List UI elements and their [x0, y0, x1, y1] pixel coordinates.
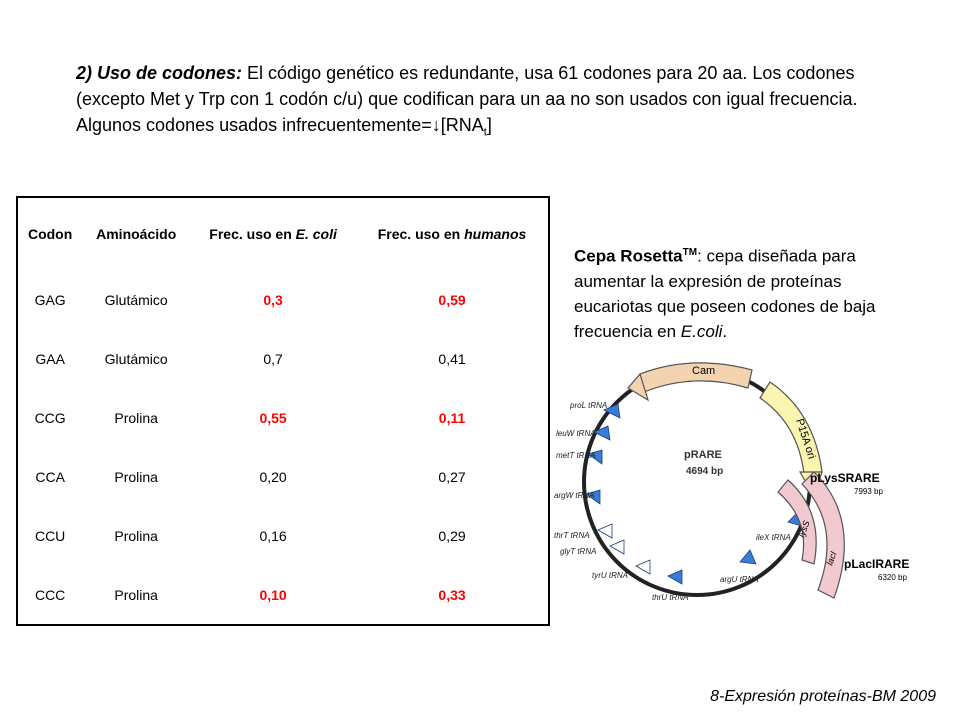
trna-label-thru: thrU tRNA [652, 593, 688, 602]
plasmid-name: pRARE [684, 449, 722, 461]
prare-plasmid-map: Cam P15A ori pRARE 4694 bp proL tRNA leu… [554, 362, 909, 602]
cell-codon: CCG [34, 409, 66, 426]
trna-arrow-argw [585, 489, 601, 505]
trna-label-argu: argU tRNA [720, 575, 759, 584]
header-freq-ecoli: Frec. uso en E. coli [190, 197, 356, 270]
header-aminoacid: Aminoácido [96, 225, 177, 242]
header-codon: Codon [27, 225, 73, 242]
plasmid-size: 4694 bp [686, 466, 723, 477]
header-ecoli-italic: E. coli [295, 225, 337, 242]
cell-freq-ecoli: 0,3 [263, 291, 283, 308]
p15a-ori-arrow [759, 381, 823, 475]
trna-arrow-glyt [609, 539, 625, 555]
trna-label-glyt: glyT tRNA [560, 547, 596, 556]
table-row: CCA Prolina 0,20 0,27 [17, 447, 549, 506]
cell-freq-human: 0,29 [438, 527, 466, 544]
cell-freq-ecoli: 0,20 [259, 468, 287, 485]
slide-heading: 2) Uso de codones: El código genético es… [76, 60, 876, 146]
lyss-gene-arrow [777, 479, 817, 565]
cell-freq-human: 0,59 [438, 291, 466, 308]
cell-freq-ecoli: 0,16 [259, 527, 287, 544]
slide-footer: 8-Expresión proteínas-BM 2009 [710, 688, 936, 705]
cam-gene-arrow [639, 362, 753, 393]
table-row: GAG Glutámico 0,3 0,59 [17, 270, 549, 329]
trna-arrow-thru [667, 569, 683, 585]
cell-freq-human: 0,33 [438, 586, 466, 603]
trna-arrow-leuw [593, 425, 611, 441]
cell-aminoacid: Glutámico [104, 291, 168, 308]
table-row: GAA Glutámico 0,7 0,41 [17, 329, 549, 388]
cell-freq-ecoli: 0,10 [259, 586, 287, 603]
header-human-italic: humanos [464, 225, 527, 242]
trna-label-ilex: ileX tRNA [756, 533, 791, 542]
trna-label-mett: metT tRNA [556, 451, 596, 460]
table-row: CCC Prolina 0,10 0,33 [17, 565, 549, 625]
cell-freq-ecoli: 0,7 [263, 350, 283, 367]
heading-subscript: t [483, 126, 487, 139]
trna-arrow-mett [587, 449, 603, 465]
cell-aminoacid: Prolina [114, 586, 158, 603]
cam-arrowhead [627, 372, 650, 402]
heading-tail: ] [486, 115, 492, 135]
heading-text: El código genético es redundante, usa 61… [76, 63, 858, 135]
rosetta-end: . [722, 321, 728, 341]
table-header-row: Codon Aminoácido Frec. uso en E. coli Fr… [17, 197, 549, 270]
cell-freq-human: 0,11 [438, 409, 466, 426]
trna-label-leuw: leuW tRNA [556, 429, 596, 438]
trna-arrow-tyru [635, 559, 651, 575]
cell-aminoacid: Glutámico [104, 350, 168, 367]
rosetta-name: Cepa Rosetta [574, 246, 683, 266]
header-ecoli-prefix: Frec. uso en [209, 225, 296, 242]
plysrare-name: pLysSRARE [810, 471, 880, 485]
cell-aminoacid: Prolina [114, 409, 158, 426]
cell-freq-human: 0,41 [438, 350, 466, 367]
cell-codon: GAA [35, 350, 65, 367]
cell-codon: CCU [34, 527, 66, 544]
laci-gene-arrow [801, 471, 845, 599]
trna-arrow-argu [739, 549, 757, 565]
trna-label-tyru: tyrU tRNA [592, 571, 628, 580]
cell-codon: GAG [34, 291, 66, 308]
heading-lead: 2) Uso de codones: [76, 63, 243, 83]
trna-arrow-thrt [597, 523, 613, 539]
laci-label: lacI [824, 550, 838, 567]
trna-label-thrt: thrT tRNA [554, 531, 590, 540]
plysrare-size: 7993 bp [854, 487, 883, 496]
rosetta-tm: TM [682, 247, 698, 258]
cell-freq-ecoli: 0,55 [259, 409, 287, 426]
cam-label: Cam [692, 365, 715, 377]
header-human-prefix: Frec. uso en [377, 225, 465, 242]
header-freq-human: Frec. uso en humanos [356, 197, 549, 270]
cell-aminoacid: Prolina [114, 468, 158, 485]
table-row: CCU Prolina 0,16 0,29 [17, 506, 549, 565]
trna-arrow-prol [603, 403, 621, 419]
trna-label-argw: argW tRNA [554, 491, 594, 500]
placirare-name: pLacIRARE [844, 557, 909, 571]
rosetta-text: : cepa diseñada para aumentar la expresi… [574, 246, 876, 341]
cell-codon: CCC [34, 586, 66, 603]
cell-freq-human: 0,27 [438, 468, 466, 485]
rosetta-description: Cepa RosettaTM: cepa diseñada para aumen… [574, 240, 914, 344]
table-row: CCG Prolina 0,55 0,11 [17, 388, 549, 447]
placirare-size: 6320 bp [878, 573, 907, 582]
rosetta-ecoli: E.coli [680, 321, 723, 341]
cell-codon: CCA [35, 468, 65, 485]
trna-label-prol: proL tRNA [569, 401, 607, 410]
cell-aminoacid: Prolina [114, 527, 158, 544]
codon-usage-table: Codon Aminoácido Frec. uso en E. coli Fr… [16, 196, 550, 626]
